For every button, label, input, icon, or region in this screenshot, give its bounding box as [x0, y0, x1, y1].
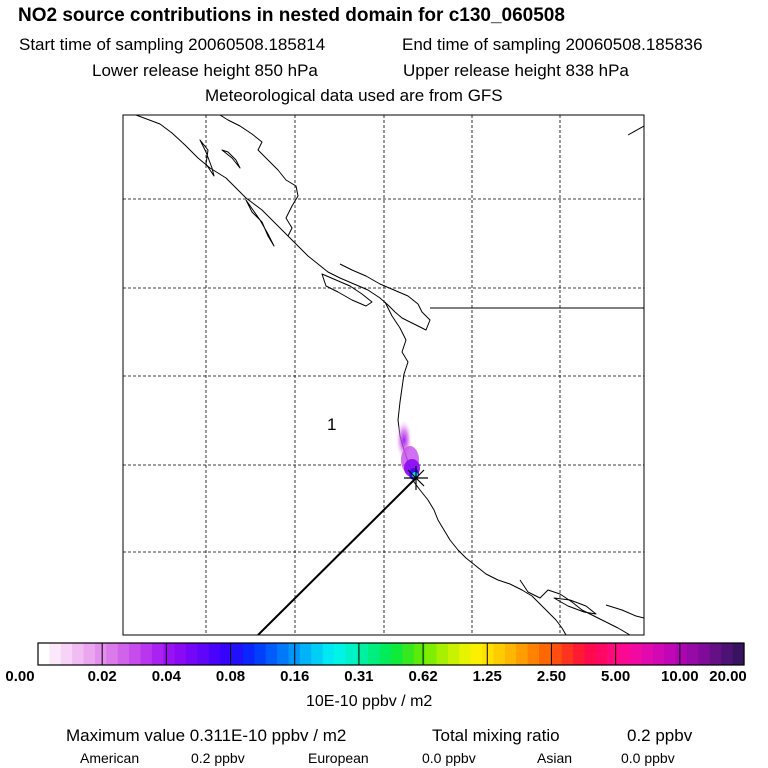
colorbar-tick-label: 0.08 [215, 668, 246, 685]
colorbar-swatch [345, 643, 358, 665]
colorbar-swatch [94, 643, 107, 665]
region-label: 1 [327, 415, 336, 434]
colorbar-swatch [231, 643, 244, 665]
colorbar-swatch [299, 643, 312, 665]
colorbar-swatch [368, 643, 381, 665]
colorbar-swatch [402, 643, 415, 665]
european-label: European [308, 750, 369, 766]
colorbar-swatch [641, 643, 654, 665]
colorbar-swatch [391, 643, 403, 665]
colorbar-swatch [550, 643, 563, 665]
colorbar-swatch [197, 643, 210, 665]
colorbar-tick-label: 5.00 [601, 668, 631, 685]
colorbar-swatch [687, 643, 700, 665]
total-mixing-ratio-value: 0.2 ppbv [627, 726, 693, 745]
colorbar-swatch [356, 643, 369, 665]
colorbar-swatch [652, 643, 665, 665]
colorbar-swatch [220, 643, 233, 665]
colorbar-swatch [413, 643, 426, 665]
colorbar-swatch [151, 643, 164, 665]
colorbar-tick-label: 0.02 [87, 668, 117, 685]
colorbar-swatch [709, 643, 722, 665]
colorbar-tick-label: 0.62 [408, 668, 438, 685]
map-frame [122, 114, 645, 636]
colorbar-swatch [527, 643, 540, 665]
colorbar-swatch [83, 643, 96, 665]
colorbar-swatch [573, 643, 586, 665]
colorbar-swatch [265, 643, 278, 665]
colorbar-swatch [539, 643, 552, 665]
colorbar-swatch [607, 643, 620, 665]
colorbar-swatch [242, 643, 255, 665]
colorbar-swatch [379, 643, 392, 665]
asian-value: 0.0 ppbv [621, 750, 675, 766]
colorbar-swatch [322, 643, 335, 665]
colorbar-tick-label: 0.00 [5, 668, 35, 685]
flight-track [257, 477, 417, 635]
colorbar-swatch [675, 643, 688, 665]
colorbar-tick-label: 0.31 [344, 668, 374, 685]
coastline [135, 115, 644, 635]
colorbar-swatch [516, 643, 529, 665]
release-point-marker [404, 466, 428, 490]
european-value: 0.0 ppbv [422, 750, 476, 766]
colorbar-swatch [459, 643, 472, 665]
start-time-label: Start time of sampling 20060508.185814 [19, 35, 326, 54]
colorbar-swatch [334, 643, 347, 665]
map-grid [123, 115, 644, 635]
colorbar-frame [37, 642, 745, 666]
colorbar-tick-label: 1.25 [472, 668, 502, 685]
meteorological-data-label: Meteorological data used are from GFS [205, 86, 503, 105]
upper-release-height-label: Upper release height 838 hPa [403, 61, 629, 80]
colorbar-swatch [129, 643, 142, 665]
colorbar-swatch [664, 643, 677, 665]
colorbar-swatch [106, 643, 119, 665]
colorbar-swatch [38, 643, 50, 665]
colorbar-swatch [493, 643, 506, 665]
colorbar-swatch [60, 643, 73, 665]
colorbar-swatch [447, 643, 460, 665]
colorbar-swatch [140, 643, 153, 665]
colorbar-swatch [436, 643, 449, 665]
colorbar-swatch [595, 643, 608, 665]
american-label: American [80, 750, 140, 766]
colorbar-tick-label: 2.50 [536, 668, 567, 685]
colorbar-tick-label: 0.16 [280, 668, 310, 685]
colorbar-swatch [618, 643, 631, 665]
colorbar-swatch [117, 643, 130, 665]
maximum-value-label: Maximum value 0.311E-10 ppbv / m2 [66, 726, 347, 745]
colorbar-swatch [72, 643, 85, 665]
colorbar-tick-label: 20.00 [709, 668, 747, 685]
colorbar-swatch [186, 643, 199, 665]
colorbar-swatch [254, 643, 267, 665]
colorbar-swatch [561, 643, 574, 665]
colorbar-swatch [504, 643, 517, 665]
total-mixing-ratio-label: Total mixing ratio [432, 726, 560, 745]
colorbar-swatch [208, 643, 221, 665]
map-title: NO2 source contributions in nested domai… [18, 5, 565, 26]
colorbar-swatch [163, 643, 176, 665]
colorbar-swatch [630, 643, 643, 665]
colorbar-swatch [277, 643, 290, 665]
american-value: 0.2 ppbv [191, 750, 245, 766]
asian-label: Asian [537, 750, 573, 766]
colorbar-swatch [174, 643, 187, 665]
lower-release-height-label: Lower release height 850 hPa [92, 61, 318, 80]
colorbar-swatch [49, 643, 62, 665]
colorbar-swatch [584, 643, 597, 665]
colorbar-swatch [698, 643, 711, 665]
colorbar-tick-label: 10.00 [661, 668, 699, 685]
end-time-label: End time of sampling 20060508.185836 [402, 35, 703, 54]
colorbar-swatch [425, 643, 438, 665]
colorbar-swatch [482, 643, 495, 665]
colorbar-swatch [311, 643, 324, 665]
colorbar-tick-label: 0.04 [151, 668, 181, 685]
colorbar-swatch [721, 643, 734, 665]
colorbar-units: 10E-10 ppbv / m2 [306, 693, 433, 710]
colorbar-swatch [732, 643, 745, 665]
colorbar-swatch [470, 643, 483, 665]
